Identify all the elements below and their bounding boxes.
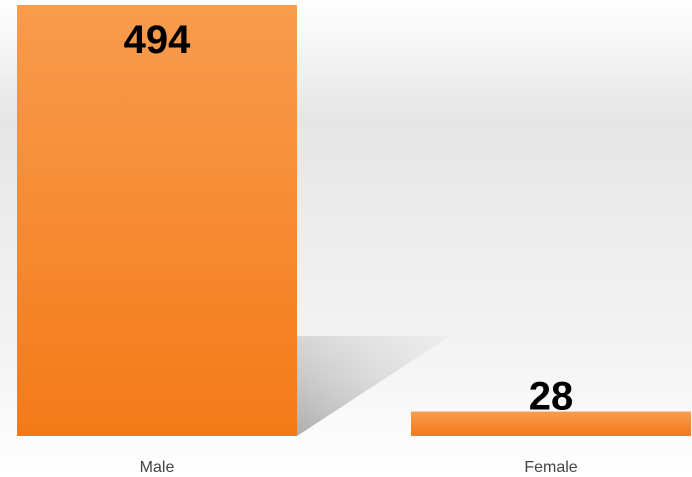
- bar: [17, 5, 297, 436]
- bars: 494 Male 28 Female: [17, 5, 691, 476]
- value-label: 28: [529, 375, 574, 419]
- bar-shadow: [297, 336, 450, 436]
- x-tick-label: Female: [524, 459, 577, 476]
- value-label: 494: [124, 18, 191, 62]
- bar: [411, 411, 691, 436]
- x-tick-label: Male: [140, 459, 175, 476]
